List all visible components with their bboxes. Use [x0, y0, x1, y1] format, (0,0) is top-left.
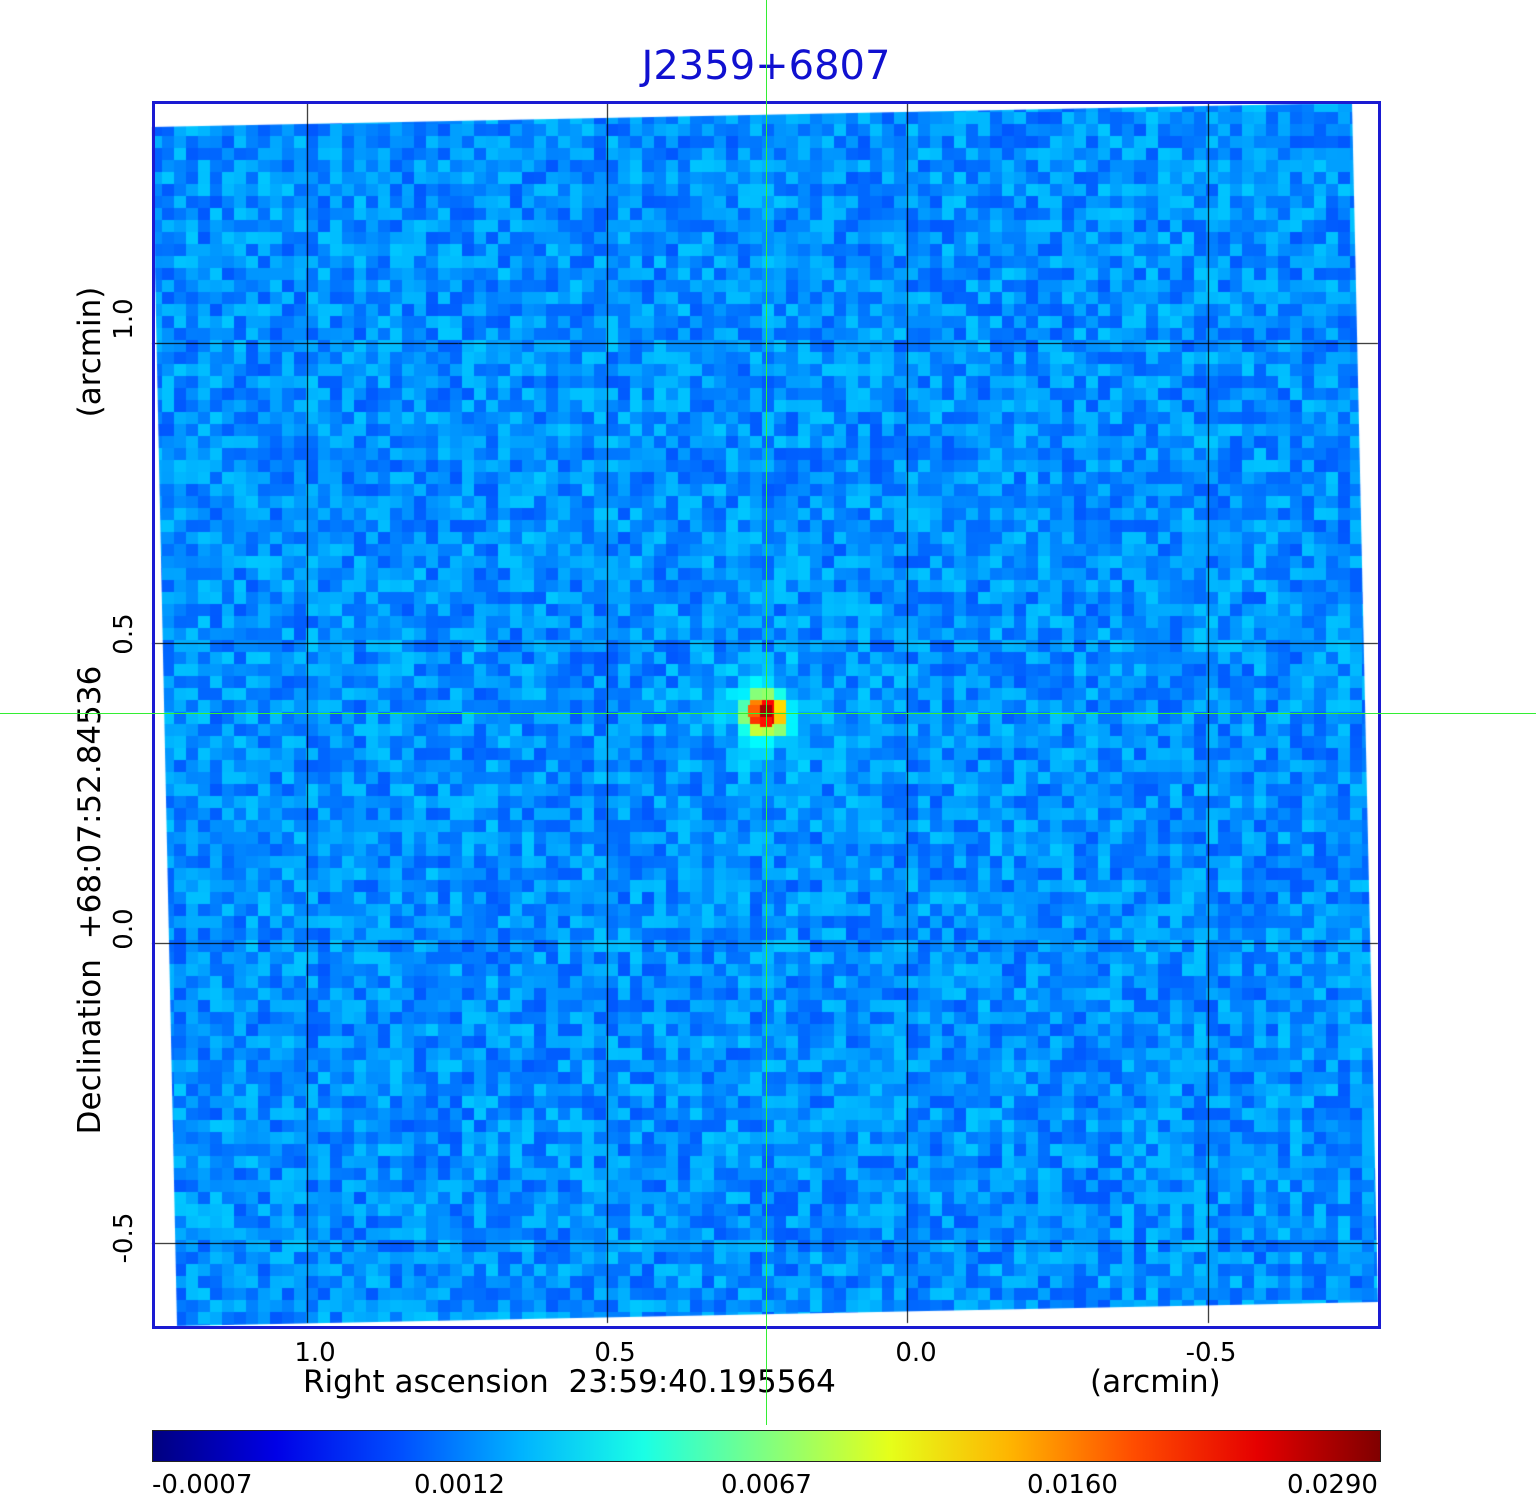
colorbar-tick-label: 0.0012	[414, 1470, 505, 1500]
y-axis-label: Declination +68:07:52.84536	[72, 665, 108, 1135]
y-tick-label: 0.5	[109, 613, 139, 655]
colorbar-tick-label: -0.0007	[152, 1470, 253, 1500]
y-axis-unit: (arcmin)	[72, 286, 108, 418]
x-tick-label: 0.0	[895, 1338, 937, 1368]
colorbar-tick-label: 0.0160	[1027, 1470, 1118, 1500]
y-tick-label: 1.0	[109, 298, 139, 340]
plot-title: J2359+6807	[641, 43, 891, 89]
x-tick-label: -0.5	[1185, 1338, 1237, 1368]
x-axis-label: Right ascension 23:59:40.195564	[303, 1364, 836, 1400]
x-axis-unit: (arcmin)	[1090, 1364, 1221, 1400]
x-tick-label: 1.0	[294, 1338, 336, 1368]
colorbar-tick-label: 0.0290	[1287, 1470, 1378, 1500]
x-tick-label: 0.5	[594, 1338, 636, 1368]
y-tick-label: -0.5	[109, 1212, 139, 1264]
colorbar-tick-label: 0.0067	[721, 1470, 812, 1500]
colorbar	[152, 1430, 1381, 1462]
y-tick-label: 0.0	[109, 908, 139, 950]
